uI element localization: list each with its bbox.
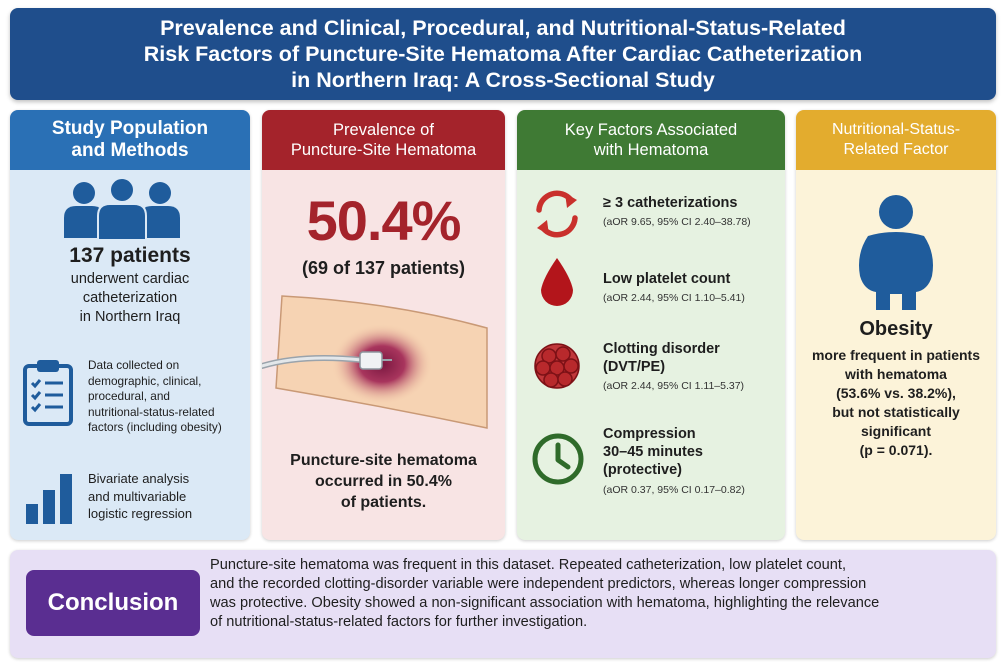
blood-clot-icon xyxy=(534,343,580,389)
header-line: Study Population xyxy=(51,118,209,139)
text-line: of patients. xyxy=(340,494,427,511)
bar-chart-icon xyxy=(26,474,72,524)
data-collection-text: Data collected on demographic, clinical,… xyxy=(88,358,222,436)
factor-stat: (aOR 0.37, 95% CI 0.17–0.82) xyxy=(603,484,745,496)
title-line-2: Risk Factors of Puncture-Site Hematoma A… xyxy=(143,42,863,66)
prevalence-description: Puncture-site hematoma occurred in 50.4%… xyxy=(262,450,505,513)
header-line: Related Factor xyxy=(843,141,949,158)
text-line: (53.6% vs. 38.2%), xyxy=(836,385,956,401)
clipboard-checklist-icon xyxy=(23,360,73,426)
nutritional-factor-header: Nutritional-Status- Related Factor xyxy=(796,110,996,170)
text-line: of nutritional-status-related factors fo… xyxy=(210,614,588,630)
factor-stat: (aOR 2.44, 95% CI 1.11–5.37) xyxy=(603,380,745,392)
title-line-3: in Northern Iraq: A Cross-Sectional Stud… xyxy=(291,68,715,92)
text-line: Bivariate analysis xyxy=(88,471,190,486)
text-line: Compression xyxy=(603,426,696,442)
study-population-panel: Study Population and Methods 137 patient… xyxy=(10,110,250,540)
text-line: but not statistically xyxy=(832,404,960,420)
key-factors-panel: Key Factors Associated with Hematoma ≥ 3… xyxy=(517,110,785,540)
factor-name: Compression 30–45 minutes (protective) xyxy=(603,425,703,479)
header-line: with Hematoma xyxy=(593,141,709,159)
text-line: (p = 0.071). xyxy=(859,442,933,458)
repeat-arrows-icon xyxy=(536,190,578,238)
text-line: catheterization xyxy=(82,290,178,306)
prevalence-header: Prevalence of Puncture-Site Hematoma xyxy=(262,110,505,170)
text-line: factors (including obesity) xyxy=(88,420,222,434)
text-line: and the recorded clotting-disorder varia… xyxy=(210,576,867,592)
prevalence-percent: 50.4% xyxy=(306,189,462,252)
header-line: Puncture-Site Hematoma xyxy=(290,141,477,159)
text-line: in Northern Iraq xyxy=(79,309,181,325)
text-line: more frequent in patients xyxy=(811,347,981,363)
prevalence-count: (69 of 137 patients) xyxy=(301,258,466,278)
factor-stat: (aOR 9.65, 95% CI 2.40–38.78) xyxy=(603,216,751,228)
text-line: with hematoma xyxy=(845,366,947,382)
text-line: (protective) xyxy=(603,462,682,478)
header-line: Key Factors Associated xyxy=(564,121,738,139)
text-line: occurred in 50.4% xyxy=(315,473,452,490)
title-banner: Prevalence and Clinical, Procedural, and… xyxy=(10,8,996,100)
clock-icon xyxy=(532,433,584,485)
patient-count: 137 patients xyxy=(69,244,191,267)
factor-name: ≥ 3 catheterizations xyxy=(603,195,738,211)
text-line: was protective. Obesity showed a non-sig… xyxy=(210,595,880,611)
factor-name: Low platelet count xyxy=(603,271,731,287)
text-line: underwent cardiac xyxy=(70,271,190,287)
text-line: logistic regression xyxy=(88,506,193,521)
text-line: Puncture-site hematoma xyxy=(290,452,477,469)
header-line: Prevalence of xyxy=(333,121,434,139)
arm-hematoma-illustration xyxy=(262,295,488,429)
text-line: 30–45 minutes xyxy=(603,444,703,460)
conclusion-text: Puncture-site hematoma was frequent in t… xyxy=(210,556,980,632)
header-line: Nutritional-Status- xyxy=(831,121,961,138)
text-line: nutritional-status-related xyxy=(88,404,215,419)
study-population-header: Study Population and Methods xyxy=(10,110,250,170)
patients-group-icon xyxy=(64,178,180,240)
obesity-label: Obesity xyxy=(859,318,933,340)
text-line: demographic, clinical, xyxy=(88,373,202,388)
title-line-1: Prevalence and Clinical, Procedural, and… xyxy=(160,16,846,40)
header-line: and Methods xyxy=(71,140,189,161)
text-line: Clotting disorder xyxy=(603,341,720,357)
factor-stat: (aOR 2.44, 95% CI 1.10–5.41) xyxy=(603,292,745,304)
text-line: (DVT/PE) xyxy=(603,359,666,375)
person-obese-icon xyxy=(859,195,933,310)
text-line: Data collected on xyxy=(88,358,180,372)
conclusion-box: Conclusion Puncture-site hematoma was fr… xyxy=(10,550,996,658)
population-description: underwent cardiac catheterization in Nor… xyxy=(10,270,250,327)
blood-drop-icon xyxy=(541,258,573,306)
text-line: and multivariable xyxy=(88,488,187,504)
obesity-description: more frequent in patients with hematoma … xyxy=(796,346,996,460)
factor-name: Clotting disorder (DVT/PE) xyxy=(603,340,720,376)
prevalence-panel: Prevalence of Puncture-Site Hematoma 50.… xyxy=(262,110,505,540)
analysis-text: Bivariate analysis and multivariable log… xyxy=(88,470,192,523)
conclusion-label: Conclusion xyxy=(26,570,200,636)
nutritional-factor-panel: Nutritional-Status- Related Factor Obesi… xyxy=(796,110,996,540)
key-factors-header: Key Factors Associated with Hematoma xyxy=(517,110,785,170)
text-line: procedural, and xyxy=(88,389,170,403)
text-line: Puncture-site hematoma was frequent in t… xyxy=(210,557,847,573)
text-line: significant xyxy=(860,423,931,439)
